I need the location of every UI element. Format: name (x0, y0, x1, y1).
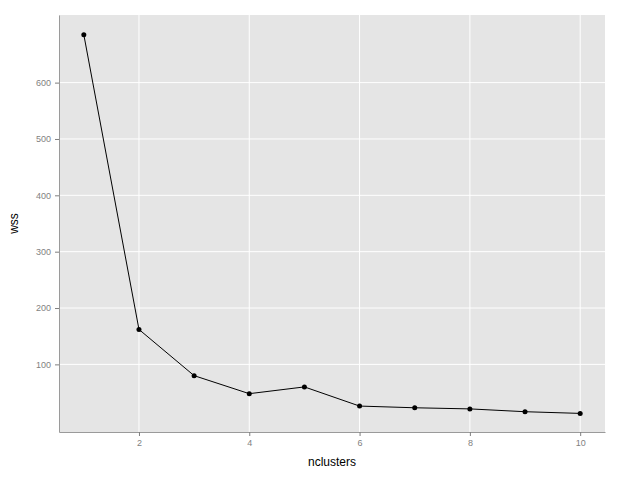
x-axis: 2 4 6 8 10 (60, 432, 606, 448)
tick: 300 (36, 247, 59, 257)
tick: 6 (358, 432, 363, 448)
point (412, 405, 417, 410)
tick-label: 4 (247, 438, 252, 448)
panel-background (59, 15, 605, 432)
point (192, 373, 197, 378)
tick-mark (249, 432, 250, 436)
grid-line-y (59, 82, 605, 83)
tick: 2 (137, 432, 142, 448)
tick-mark (580, 432, 581, 436)
grid-line-x (138, 15, 139, 432)
tick-label: 8 (468, 438, 473, 448)
point (136, 327, 141, 332)
x-axis-title: nclusters (308, 455, 356, 469)
y-axis: 100 200 300 400 500 600 (36, 16, 60, 433)
tick-label: 6 (358, 438, 363, 448)
tick: 200 (36, 303, 59, 313)
tick-mark (139, 432, 140, 436)
grid-line-y (59, 195, 605, 196)
chart: 2 4 6 8 10 100 200 300 400 500 600 nclusters wss (0, 0, 640, 480)
grid-line-x (469, 15, 470, 432)
tick-label: 200 (36, 303, 51, 313)
point (247, 391, 252, 396)
grid-line-y (59, 138, 605, 139)
point (302, 384, 307, 389)
tick-mark (55, 364, 59, 365)
line (84, 35, 580, 414)
tick-mark (360, 432, 361, 436)
grid-line-y (59, 364, 605, 365)
tick: 100 (36, 360, 59, 370)
tick-mark (55, 252, 59, 253)
tick-label: 100 (36, 360, 51, 370)
point (578, 411, 583, 416)
grid-line-x (359, 15, 360, 432)
axis-line (60, 432, 606, 433)
plot: 2 4 6 8 10 100 200 300 400 500 600 (36, 15, 606, 448)
tick-label: 600 (36, 78, 51, 88)
tick: 4 (247, 432, 252, 448)
tick-mark (55, 308, 59, 309)
tick-label: 10 (576, 438, 586, 448)
grid (59, 15, 605, 432)
tick: 600 (36, 78, 59, 88)
grid-line-y (59, 308, 605, 309)
point (81, 32, 86, 37)
tick-mark (55, 83, 59, 84)
grid-line-y (59, 251, 605, 252)
tick-mark (55, 139, 59, 140)
point (467, 406, 472, 411)
point (523, 409, 528, 414)
tick-label: 400 (36, 191, 51, 201)
grid-line-x (249, 15, 250, 432)
tick-label: 2 (137, 438, 142, 448)
tick-label: 300 (36, 247, 51, 257)
axis-line (59, 16, 60, 433)
tick-mark (55, 195, 59, 196)
tick: 500 (36, 134, 59, 144)
y-axis-title: wss (7, 213, 21, 235)
grid-line-x (580, 15, 581, 432)
tick-mark (470, 432, 471, 436)
tick-label: 500 (36, 134, 51, 144)
tick: 10 (576, 432, 586, 448)
tick: 400 (36, 191, 59, 201)
data (81, 32, 582, 416)
point (357, 404, 362, 409)
tick: 8 (468, 432, 473, 448)
